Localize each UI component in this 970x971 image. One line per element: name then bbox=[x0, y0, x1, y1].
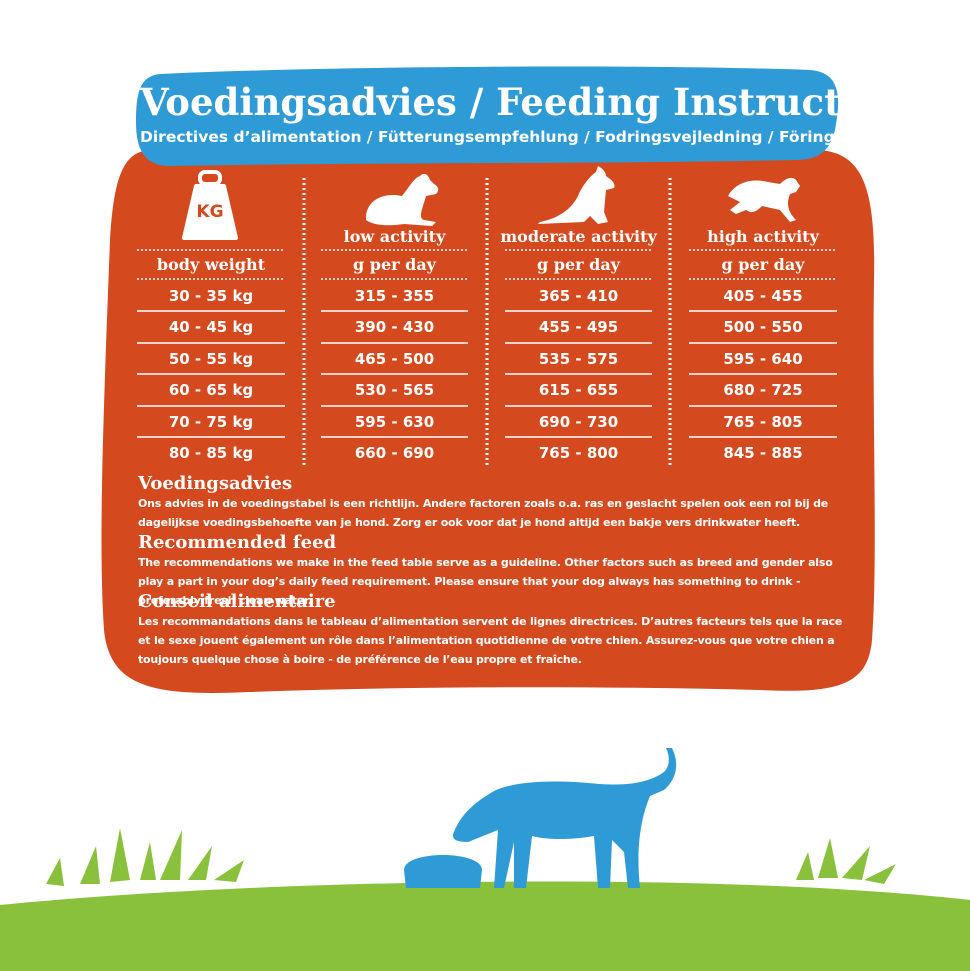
orange-card bbox=[101, 141, 875, 693]
page-title: Voedingsadvies / Feeding Instruction bbox=[140, 80, 907, 124]
section-title-dutch: Voedingsadvies bbox=[138, 473, 293, 494]
blue-banner bbox=[136, 66, 839, 166]
section-title-english: Recommended feed bbox=[138, 532, 337, 553]
kg-weight-icon bbox=[182, 170, 238, 240]
page-subtitle: Directives d’alimentation / Fütterungsem… bbox=[140, 128, 835, 146]
table-cell: 50 - 55 kg bbox=[168, 350, 254, 368]
section-body-english: The recommendations we make in the feed … bbox=[138, 556, 833, 607]
table-cell: 40 - 45 kg bbox=[168, 318, 254, 336]
table-cell: 30 - 35 kg bbox=[168, 287, 254, 305]
row-lines bbox=[137, 310, 837, 438]
table-cell: 680 - 725 bbox=[723, 381, 803, 399]
column-dividers bbox=[302, 178, 672, 468]
table-cell: 765 - 805 bbox=[723, 413, 803, 431]
table-cell: 765 - 800 bbox=[538, 444, 619, 462]
kg-label: KG bbox=[196, 202, 224, 222]
table-cell: 315 - 355 bbox=[354, 287, 435, 305]
table-cell: 365 - 410 bbox=[538, 287, 619, 305]
column-top-low: low activity bbox=[343, 227, 446, 246]
table-cell: 70 - 75 kg bbox=[168, 413, 254, 431]
section-title-french: Conseil alimentaire bbox=[138, 591, 336, 612]
table-cell: 660 - 690 bbox=[354, 444, 435, 462]
running-dog-icon bbox=[728, 177, 800, 222]
table-cell: 500 - 550 bbox=[723, 318, 803, 336]
table-cell: 405 - 455 bbox=[723, 287, 803, 305]
table-cell: 60 - 65 kg bbox=[168, 381, 254, 399]
table-cell: 390 - 430 bbox=[354, 318, 435, 336]
column-header-moderate: g per day bbox=[537, 255, 620, 274]
table-cell: 845 - 885 bbox=[723, 444, 803, 462]
dog-eating-silhouette bbox=[404, 748, 677, 888]
header-dotted-lines bbox=[137, 249, 837, 280]
column-top-moderate: moderate activity bbox=[500, 227, 657, 246]
section-body-dutch: Ons advies in de voedingstabel is een ri… bbox=[138, 497, 829, 529]
section-body-french: Les recommandations dans le tableau d’al… bbox=[138, 615, 843, 666]
table-cell: 595 - 640 bbox=[723, 350, 803, 368]
table-cell: 455 - 495 bbox=[538, 318, 619, 336]
table-cell: 615 - 655 bbox=[538, 381, 619, 399]
lying-dog-icon bbox=[366, 173, 439, 226]
table-cell: 465 - 500 bbox=[354, 350, 435, 368]
sitting-dog-icon bbox=[538, 166, 615, 224]
table-cell: 80 - 85 kg bbox=[168, 444, 254, 462]
column-header-body-weight: body weight bbox=[156, 255, 266, 274]
column-top-high: high activity bbox=[707, 227, 819, 246]
table-cell: 530 - 565 bbox=[354, 381, 435, 399]
table-cell: 595 - 630 bbox=[354, 413, 435, 431]
table-cell: 535 - 575 bbox=[538, 350, 619, 368]
column-header-high: g per day bbox=[721, 255, 805, 274]
food-bowl bbox=[404, 855, 482, 888]
column-header-low: g per day bbox=[353, 255, 436, 274]
table-cell: 690 - 730 bbox=[538, 413, 619, 431]
grass bbox=[0, 828, 970, 971]
